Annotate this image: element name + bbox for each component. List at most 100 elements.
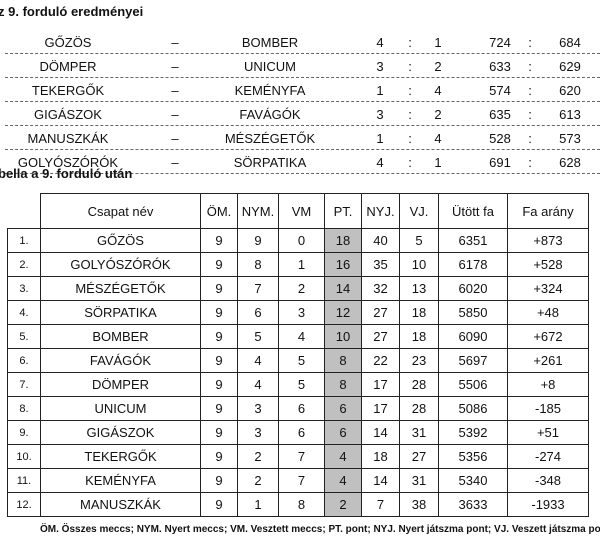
played-cell: 9 <box>200 252 238 277</box>
games-lost-cell: 10 <box>399 252 439 277</box>
won-cell: 4 <box>237 348 279 373</box>
won-cell: 2 <box>237 444 279 469</box>
won-cell: 1 <box>237 492 279 517</box>
colon: : <box>528 131 532 146</box>
played-cell: 9 <box>200 396 238 421</box>
pins-cell: 3633 <box>438 492 508 517</box>
pins-cell: 5850 <box>438 300 508 325</box>
games-lost-cell: 31 <box>399 420 439 445</box>
pin-diff-cell: +261 <box>507 348 589 373</box>
match-home: GIGÁSZOK <box>34 107 102 122</box>
table-row: 10. TEKERGŐK 9 2 7 4 18 27 5356 -274 <box>7 444 589 469</box>
table-row: 2. GOLYÓSZÓRÓK 9 8 1 16 35 10 6178 +528 <box>7 252 589 277</box>
lost-cell: 7 <box>278 444 325 469</box>
team-name-cell: MANUSZKÁK <box>40 492 201 517</box>
pins-cell: 6020 <box>438 276 508 301</box>
colon: : <box>528 107 532 122</box>
match-s2: 1 <box>434 35 442 50</box>
team-name-cell: BOMBER <box>40 324 201 349</box>
games-won-cell: 32 <box>361 276 400 301</box>
match-sep: – <box>171 155 179 170</box>
colon: : <box>528 59 532 74</box>
played-cell: 9 <box>200 492 238 517</box>
colon: : <box>408 35 412 50</box>
lost-cell: 4 <box>278 324 325 349</box>
match-sep: – <box>171 83 179 98</box>
played-cell: 9 <box>200 276 238 301</box>
played-cell: 9 <box>200 420 238 445</box>
column-header: VM <box>278 193 325 229</box>
pins-cell: 5697 <box>438 348 508 373</box>
played-cell: 9 <box>200 324 238 349</box>
games-won-cell: 27 <box>361 300 400 325</box>
points-cell: 18 <box>324 228 362 253</box>
won-cell: 9 <box>237 228 279 253</box>
colon: : <box>408 59 412 74</box>
games-lost-cell: 5 <box>399 228 439 253</box>
table-row: 6. FAVÁGÓK 9 4 5 8 22 23 5697 +261 <box>7 348 589 373</box>
games-lost-cell: 18 <box>399 324 439 349</box>
match-s1: 1 <box>376 83 384 98</box>
points-cell: 6 <box>324 396 362 421</box>
table-row: 9. GIGÁSZOK 9 3 6 6 14 31 5392 +51 <box>7 420 589 445</box>
column-header: PT. <box>324 193 362 229</box>
rank-cell: 8. <box>7 396 41 421</box>
pins-cell: 5506 <box>438 372 508 397</box>
rank-cell: 5. <box>7 324 41 349</box>
match-s2: 1 <box>434 155 442 170</box>
rank-cell: 3. <box>7 276 41 301</box>
match-p2: 573 <box>559 131 581 146</box>
match-away: SÖRPATIKA <box>233 155 307 170</box>
table-row: 3. MÉSZÉGETŐK 9 7 2 14 32 13 6020 +324 <box>7 276 589 301</box>
rank-cell: 9. <box>7 420 41 445</box>
colon: : <box>528 155 532 170</box>
team-name-cell: UNICUM <box>40 396 201 421</box>
points-cell: 8 <box>324 348 362 373</box>
rank-cell: 12. <box>7 492 41 517</box>
rank-cell: 11. <box>7 468 41 493</box>
games-won-cell: 14 <box>361 468 400 493</box>
lost-cell: 5 <box>278 348 325 373</box>
games-won-cell: 40 <box>361 228 400 253</box>
points-cell: 4 <box>324 444 362 469</box>
games-lost-cell: 18 <box>399 300 439 325</box>
team-name-cell: KEMÉNYFA <box>40 468 201 493</box>
points-cell: 16 <box>324 252 362 277</box>
pins-cell: 6090 <box>438 324 508 349</box>
rank-cell: 7. <box>7 372 41 397</box>
points-cell: 10 <box>324 324 362 349</box>
round-results-title: z 9. forduló eredményei <box>0 4 144 19</box>
match-s2: 4 <box>434 131 442 146</box>
match-s1: 3 <box>376 107 384 122</box>
match-p1: 574 <box>489 83 511 98</box>
points-cell: 14 <box>324 276 362 301</box>
standings-title: bella a 9. forduló után <box>0 166 133 181</box>
match-s1: 4 <box>376 35 384 50</box>
pins-cell: 5356 <box>438 444 508 469</box>
match-row: GIGÁSZOK – FAVÁGÓK 3: 2 635: 613 <box>5 102 600 126</box>
table-row: 7. DÖMPER 9 4 5 8 17 28 5506 +8 <box>7 372 589 397</box>
lost-cell: 6 <box>278 420 325 445</box>
won-cell: 6 <box>237 300 279 325</box>
match-sep: – <box>171 59 179 74</box>
match-row: TEKERGŐK – KEMÉNYFA 1: 4 574: 620 <box>5 78 600 102</box>
points-cell: 2 <box>324 492 362 517</box>
games-won-cell: 17 <box>361 372 400 397</box>
column-header: NYM. <box>237 193 279 229</box>
pin-diff-cell: +51 <box>507 420 589 445</box>
lost-cell: 0 <box>278 228 325 253</box>
match-row: GŐZÖS – BOMBER 4: 1 724: 684 <box>5 30 600 54</box>
match-home: GŐZÖS <box>44 35 92 50</box>
match-row: MANUSZKÁK – MÉSZÉGETŐK 1: 4 528: 573 <box>5 126 600 150</box>
corner-cell <box>7 193 41 229</box>
header-row: Csapat név ÖM. NYM. VM PT. NYJ. VJ. Ütött fa Fa … <box>7 193 589 229</box>
games-won-cell: 35 <box>361 252 400 277</box>
pin-diff-cell: +528 <box>507 252 589 277</box>
pin-diff-cell: +873 <box>507 228 589 253</box>
games-lost-cell: 38 <box>399 492 439 517</box>
points-cell: 8 <box>324 372 362 397</box>
pin-diff-cell: -274 <box>507 444 589 469</box>
colon: : <box>528 35 532 50</box>
match-p1: 724 <box>489 35 511 50</box>
match-s2: 2 <box>434 59 442 74</box>
